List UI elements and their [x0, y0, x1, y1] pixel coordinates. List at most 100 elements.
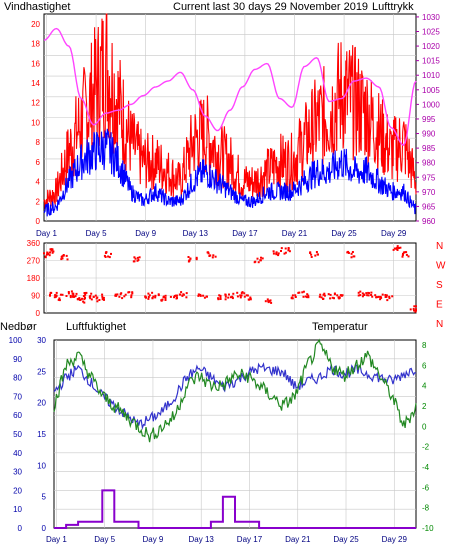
wind-direction-point — [283, 252, 286, 255]
pressure-tick-label: 1000 — [422, 100, 440, 109]
wind-direction-point — [301, 291, 304, 294]
wind-direction-point — [377, 295, 380, 298]
direction-tick-label: 180 — [27, 274, 41, 283]
wind-direction-point — [195, 256, 198, 259]
wind-direction-point — [205, 295, 208, 298]
wind-direction-point — [272, 252, 275, 255]
wind-direction-point — [49, 248, 52, 251]
wind-direction-point — [84, 293, 87, 296]
wind-tick-label: 4 — [36, 178, 41, 187]
wind-direction-point — [148, 294, 151, 297]
wind-tick-label: 14 — [31, 79, 40, 88]
wind-direction-point — [323, 292, 326, 295]
wind-direction-point — [147, 292, 150, 295]
wind-direction-point — [243, 295, 246, 298]
wind-direction-point — [89, 295, 92, 297]
wind-direction-point — [75, 292, 78, 295]
wind-direction-point — [310, 253, 313, 256]
pressure-tick-label: 1005 — [422, 86, 440, 95]
wind-direction-point — [367, 294, 370, 297]
wind-direction-point — [90, 292, 93, 295]
wind-direction-point — [394, 247, 396, 250]
wind-direction-point — [259, 259, 262, 262]
x-day-label: Day 9 — [142, 535, 163, 544]
wind-direction-point — [224, 298, 227, 301]
temperature-tick-label: 4 — [422, 382, 427, 391]
wind-direction-point — [367, 291, 370, 294]
wind-direction-point — [350, 252, 353, 255]
temperature-tick-label: -10 — [422, 524, 434, 533]
wind-direction-point — [396, 249, 399, 251]
wind-direction-point — [211, 256, 214, 259]
wind-direction-point — [144, 295, 147, 298]
wind-direction-point — [203, 296, 206, 299]
wind-direction-point — [232, 292, 235, 295]
pressure-tick-label: 970 — [422, 188, 436, 197]
wind-tick-label: 16 — [31, 59, 40, 68]
humidity-label: Luftfuktighet — [66, 321, 126, 333]
temperature-tick-label: 8 — [422, 341, 427, 350]
temperature-tick-label: -4 — [422, 463, 430, 472]
wind-direction-point — [302, 290, 305, 293]
rain-tick-label: 30 — [37, 336, 46, 345]
wind-direction-point — [401, 255, 404, 258]
wind-direction-point — [379, 298, 382, 301]
wind-direction-point — [329, 297, 332, 300]
wind-tick-label: 12 — [31, 99, 40, 108]
wind-direction-point — [83, 301, 86, 304]
wind-direction-point — [208, 255, 211, 257]
x-day-label: Day 17 — [232, 229, 258, 238]
wind-direction-point — [92, 295, 95, 298]
wind-direction-point — [95, 297, 98, 300]
wind-tick-label: 10 — [31, 118, 40, 127]
wind-direction-point — [79, 298, 82, 301]
wind-direction-point — [350, 256, 353, 259]
temperature-tick-label: 0 — [422, 422, 427, 431]
wind-direction-point — [173, 294, 176, 297]
wind-direction-point — [322, 298, 324, 300]
temperature-tick-label: -2 — [422, 443, 430, 452]
wind-direction-point — [327, 293, 330, 296]
wind-direction-point — [101, 295, 104, 298]
wind-direction-point — [101, 297, 104, 300]
wind-direction-point — [114, 293, 117, 296]
wind-direction-point — [83, 298, 86, 301]
wind-direction-point — [65, 254, 68, 257]
wind-direction-point — [115, 294, 118, 297]
wind-speed-label: Vindhastighet — [4, 1, 70, 13]
x-axis-labels: Day 1 Day 5 Day 9 Day 13 Day 17 Day 21 Day 25 D… — [36, 229, 407, 544]
wind-direction-point — [107, 255, 110, 258]
wind-direction-point — [130, 296, 133, 299]
wind-direction-point — [379, 295, 382, 298]
wind-direction-point — [407, 255, 410, 258]
wind-direction-point — [212, 254, 215, 257]
wind-direction-point — [72, 293, 75, 296]
wind-direction-point — [44, 256, 47, 259]
wind-direction-point — [409, 308, 412, 311]
wind-direction-point — [314, 254, 317, 257]
wind-direction-point — [72, 292, 75, 295]
pressure-line — [43, 27, 417, 147]
wind-direction-point — [323, 294, 326, 297]
rain-tick-label: 20 — [37, 399, 46, 408]
wind-direction-point — [116, 293, 119, 296]
wind-direction-point — [351, 251, 354, 253]
wind-direction-point — [197, 294, 200, 297]
wind-direction-point — [309, 252, 312, 254]
wind-direction-point — [81, 297, 84, 300]
wind-direction-point — [294, 296, 297, 298]
wind-direction-point — [318, 295, 321, 298]
panel2-grid — [43, 242, 417, 314]
wind-direction-point — [45, 253, 48, 256]
rain-line — [54, 489, 416, 529]
wind-direction-point — [214, 255, 217, 258]
wind-direction-point — [60, 258, 63, 261]
wind-direction-point — [104, 256, 107, 258]
humidity-tick-label: 100 — [9, 336, 23, 345]
humidity-tick-label: 30 — [13, 468, 22, 477]
wind-direction-point — [340, 294, 343, 297]
humidity-tick-label: 50 — [13, 430, 22, 439]
wind-tick-label: 0 — [36, 217, 41, 226]
chart-title: Current last 30 days 29 November 2019 — [173, 1, 368, 13]
